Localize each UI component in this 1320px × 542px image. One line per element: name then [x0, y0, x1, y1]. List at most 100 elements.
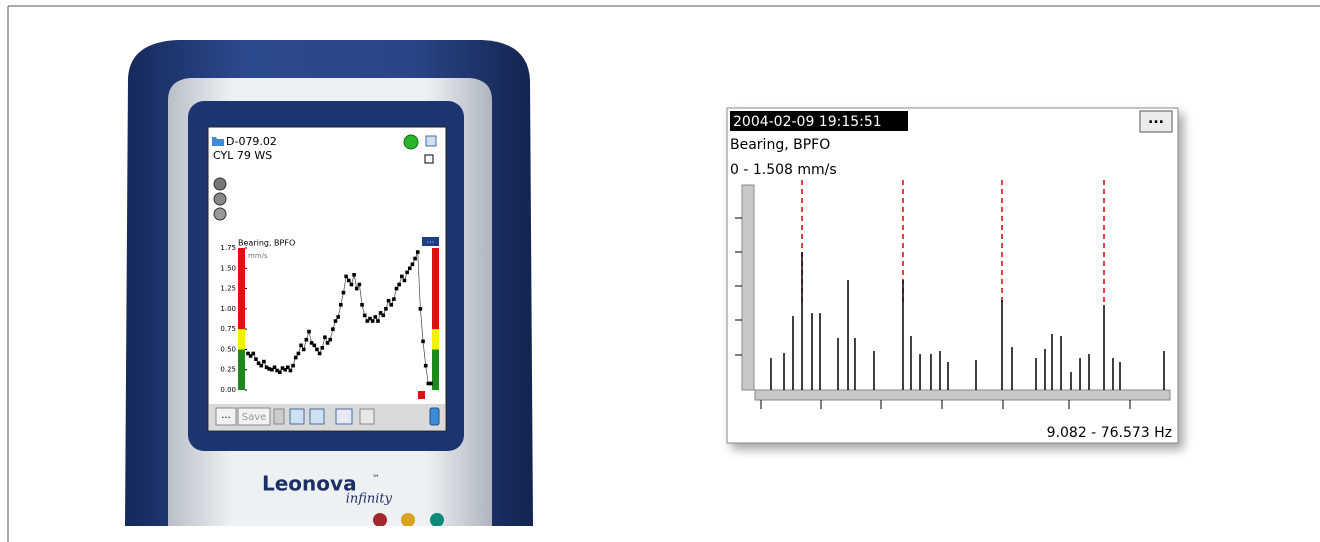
trend-point: [362, 313, 367, 318]
led-yellow: [401, 513, 415, 527]
trend-point: [352, 272, 356, 277]
crop: [100, 526, 560, 542]
trend-point: [421, 339, 425, 344]
trend-point: [394, 286, 399, 291]
folder-icon: [212, 137, 224, 146]
trend-point: [370, 319, 375, 323]
alert-icon: [213, 192, 227, 206]
trend-point: [285, 365, 290, 370]
alarm-band-ok: [238, 349, 245, 390]
trend-point: [299, 343, 303, 348]
x-axis-bar: [754, 389, 1171, 401]
spectrum-title: Bearing, BPFO: [730, 137, 830, 153]
trend-point: [272, 365, 277, 370]
info-icon: [213, 207, 227, 221]
trend-point: [384, 307, 388, 311]
y-tick-label: 1.50: [220, 264, 236, 272]
trend-point: [256, 361, 261, 366]
trend-point: [407, 266, 412, 271]
trend-point: [410, 262, 415, 267]
spectrum-menu-button: [1139, 110, 1173, 133]
machine-name: D-079.02: [226, 135, 277, 148]
trend-point: [259, 363, 264, 368]
trend-point: [317, 351, 322, 356]
y-tick-label: 0.75: [220, 325, 236, 333]
more-label: ...: [221, 410, 231, 421]
trend-point: [429, 381, 433, 386]
trend-point: [386, 298, 391, 303]
amplitude-range: 0 - 1.508 mm/s: [730, 162, 837, 178]
save-label: Save: [242, 412, 267, 423]
y-axis-ticks: [735, 217, 742, 356]
alarm-band-alert: [432, 329, 439, 350]
y-tick-label: 0.50: [220, 345, 236, 353]
battery-icon: [429, 407, 440, 426]
trend-point: [392, 297, 396, 301]
checkbox: [424, 154, 434, 164]
trend-point: [267, 367, 272, 371]
trend-point: [270, 367, 274, 372]
trademark: ™: [372, 474, 380, 483]
alarm-band-danger: [238, 248, 245, 330]
device: Leonova ™ infinity D-079.02 CYL 79 WS Be…: [100, 40, 560, 542]
trend-point: [251, 351, 256, 356]
alarm-band-danger: [432, 248, 439, 330]
trend-point: [262, 359, 266, 364]
dc-bar: [741, 184, 755, 391]
trend-menu-button: [422, 237, 439, 246]
brand: Leonova: [262, 472, 357, 496]
status-icon: [403, 134, 419, 150]
more-button: [215, 407, 237, 426]
spectrum-menu: ...: [1148, 111, 1164, 127]
trend-point: [280, 366, 285, 370]
list-icon: [309, 408, 325, 425]
trend-point: [389, 303, 394, 307]
trend-point: [278, 370, 282, 374]
trend-point: [336, 315, 340, 319]
flag-icon: [213, 177, 227, 191]
spin-icon: [273, 408, 285, 425]
led-red: [373, 513, 387, 527]
point-name: CYL 79 WS: [213, 149, 272, 162]
trend-point: [328, 337, 333, 342]
trend-point: [357, 282, 362, 287]
y-tick-label: 1.00: [220, 305, 236, 313]
trend-point: [365, 319, 370, 323]
trend-point: [254, 357, 258, 361]
save-button: [237, 407, 271, 426]
trend-point: [349, 282, 354, 287]
trend-point: [413, 256, 417, 261]
trend-point: [346, 278, 351, 283]
trend-point: [307, 329, 311, 334]
trend-point: [283, 367, 287, 372]
trend-unit: mm/s: [248, 252, 268, 260]
trend-point: [325, 341, 330, 345]
y-tick-label: 1.25: [220, 285, 236, 293]
trend-point: [309, 341, 314, 345]
trend-point: [288, 368, 293, 373]
export-icon: [425, 135, 437, 147]
trend-point: [418, 307, 423, 311]
trend-point: [246, 351, 250, 356]
trend-point: [248, 354, 253, 358]
spectrum-icon: [359, 408, 375, 425]
trend-point: [415, 250, 420, 254]
trend-menu: ...: [427, 236, 435, 245]
trend-point: [315, 347, 319, 352]
trend-point: [323, 335, 327, 340]
trend-point: [423, 363, 428, 368]
y-tick-label: 0.25: [220, 366, 236, 374]
model: infinity: [346, 492, 393, 507]
spectrum-panel: 2004-02-09 19:15:51 ... Bearing, BPFO 0 …: [726, 107, 1179, 444]
trend-title: Bearing, BPFO: [238, 239, 295, 248]
trend-point: [339, 303, 343, 307]
trend-point: [264, 365, 269, 370]
trend-point: [378, 311, 383, 315]
alarm-band-ok: [432, 349, 439, 390]
trend-point: [333, 319, 338, 323]
tree-icon: [289, 408, 305, 425]
trend-point: [301, 347, 306, 352]
trend-point: [344, 274, 348, 279]
alarm-band-alert: [238, 329, 245, 350]
screen: [207, 126, 447, 432]
